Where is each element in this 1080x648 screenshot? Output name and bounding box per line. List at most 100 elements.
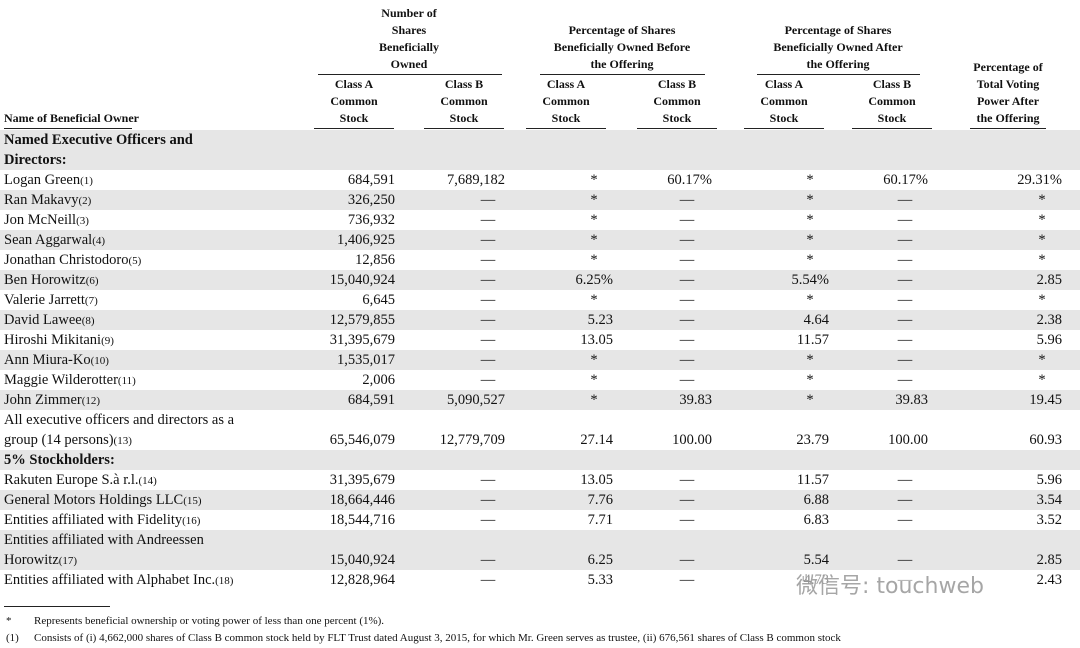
group-header: Beneficially Owned After [773,40,903,54]
sub-header: Class B [657,77,697,91]
cell: 7.76 [587,492,613,508]
group-header: the Offering [806,57,870,71]
footnote-text: Consists of (i) 4,662,000 shares of Clas… [34,632,841,644]
cell: 5,090,527 [447,392,505,408]
owner-name: All executive officers and directors as … [4,412,235,428]
owner-name: Sean Aggarwal(4) [4,232,106,248]
cell: — [897,292,913,308]
owner-name: Hiroshi Mikitani(9) [4,332,114,348]
cell: — [480,212,496,228]
owner-name: Ben Horowitz(6) [4,272,99,288]
footnote-ref: (16) [182,515,201,527]
cell: 7,689,182 [447,172,505,188]
cell: — [897,492,913,508]
group-rule [540,74,705,75]
cell: — [480,512,496,528]
cell: — [480,552,496,568]
footnote-ref: (14) [138,475,157,487]
cell: — [480,252,496,268]
cell: — [897,272,913,288]
cell: 39.83 [895,392,928,408]
row-shade [0,350,1080,370]
cell: * [590,392,598,408]
cell: 18,544,716 [329,512,395,528]
row-shade [0,310,1080,330]
cell: * [806,392,814,408]
sub-header: Common [440,94,488,108]
footnote-ref: (9) [101,335,114,347]
group-rule [970,128,1046,129]
cell: — [480,292,496,308]
cell: * [1038,292,1046,308]
cell: — [679,492,695,508]
cell: 23.79 [796,432,829,448]
cell: — [679,312,695,328]
group-header: Owned [390,57,428,71]
cell: — [897,352,913,368]
owner-name: Valerie Jarrett(7) [4,292,98,308]
sub-rule [744,128,824,129]
cell: * [590,232,598,248]
cell: 6,645 [362,292,395,308]
cell: 4.64 [803,312,829,328]
cell: 12,828,964 [329,572,395,588]
sub-header: Class B [444,77,484,91]
sub-rule [526,128,606,129]
cell: — [679,292,695,308]
footnote-ref: (10) [90,355,109,367]
cell: * [1038,232,1046,248]
cell: — [480,492,496,508]
sub-header: Common [868,94,916,108]
row-shade [0,530,1080,570]
sub-header: Common [653,94,701,108]
footnote-mark: * [6,615,12,627]
cell: — [679,212,695,228]
cell: 5.54% [791,272,829,288]
cell: 31,395,679 [329,472,395,488]
cell: — [480,232,496,248]
sub-header: Stock [551,111,581,125]
group-header: the Offering [590,57,654,71]
cell: — [679,352,695,368]
cell: — [480,472,496,488]
owner-name: Logan Green(1) [4,172,93,188]
sub-rule [637,128,717,129]
row-shade [0,490,1080,510]
cell: 12,579,855 [329,312,395,328]
owner-name: Jonathan Christodoro(5) [4,252,142,268]
cell: 2.85 [1036,552,1062,568]
footnote-ref: (5) [128,255,142,267]
cell: 5.96 [1036,472,1062,488]
group-header: Beneficially Owned Before [553,40,691,54]
cell: 5.23 [587,312,613,328]
cell: — [897,372,913,388]
cell: — [480,272,496,288]
sub-header: Class A [546,77,586,91]
cell: 12,779,709 [439,432,505,448]
cell: 19.45 [1029,392,1062,408]
section-heading: Named Executive Officers and [4,132,193,148]
sub-header: Common [330,94,378,108]
sub-header: Stock [339,111,369,125]
sub-header: Common [760,94,808,108]
group-header: Percentage of Shares [784,23,892,37]
cell: — [897,212,913,228]
cell: 5.54 [803,552,829,568]
cell: 326,250 [347,192,395,208]
footnote-ref: (4) [92,235,106,247]
group-header: Shares [391,23,427,37]
sub-header: Class A [334,77,374,91]
cell: — [679,252,695,268]
sub-header: Class B [872,77,912,91]
cell: * [590,292,598,308]
cell: 5.33 [587,572,613,588]
cell: 1,406,925 [337,232,395,248]
cell: 684,591 [347,392,395,408]
cell: 7.71 [587,512,613,528]
cell: — [897,512,913,528]
cell: * [590,352,598,368]
cell: * [806,372,814,388]
cell: 65,546,079 [329,432,395,448]
cell: * [806,192,814,208]
sub-header: Common [542,94,590,108]
